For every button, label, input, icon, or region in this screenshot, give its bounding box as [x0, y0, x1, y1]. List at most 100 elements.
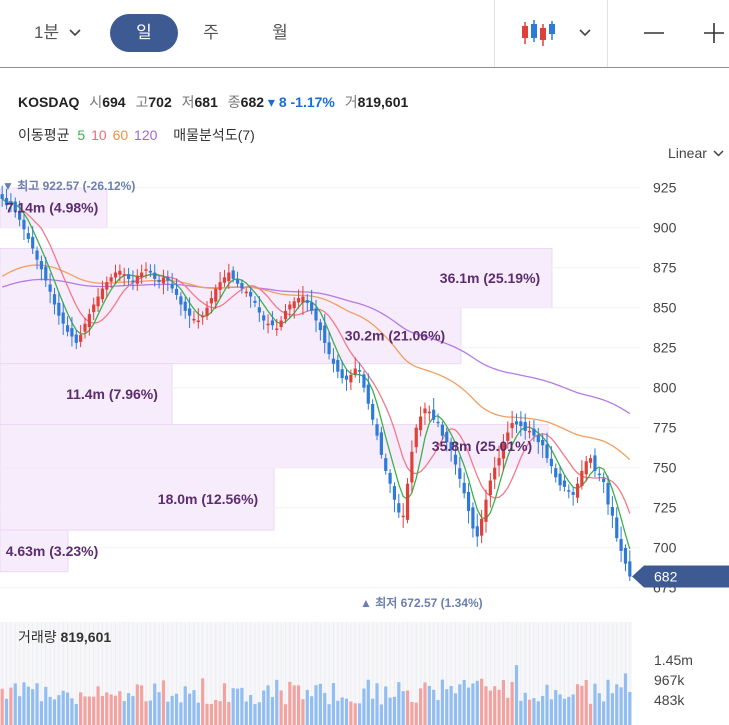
volume-bar: [183, 686, 187, 725]
ma120-line: [2, 278, 631, 415]
candle: [249, 291, 253, 297]
candle: [231, 270, 235, 279]
candle: [35, 250, 39, 260]
volume-bar: [74, 703, 78, 725]
candle: [471, 507, 475, 529]
y-tick-label: 800: [653, 380, 677, 396]
ma10-label: 10: [91, 127, 107, 143]
candle: [283, 310, 288, 320]
volume-bar: [558, 694, 562, 725]
volume-bar: [122, 701, 126, 725]
volume-bar: [606, 679, 610, 725]
volume-bar: [61, 690, 65, 725]
volume-bar: [244, 701, 248, 725]
candle: [257, 307, 261, 313]
volume-bar: [262, 690, 266, 725]
minus-icon: [644, 32, 664, 34]
candle: [214, 288, 218, 302]
ma120-label: 120: [134, 127, 158, 143]
tab-month-label: 월: [272, 23, 288, 42]
chevron-down-icon: [579, 29, 591, 37]
chevron-down-icon: [713, 149, 724, 157]
candle: [201, 315, 205, 318]
candle: [493, 467, 497, 480]
candle: [392, 486, 397, 500]
timeframe-minute-select[interactable]: 1분: [22, 14, 100, 52]
plus-icon: [704, 23, 724, 43]
volume-bar: [296, 685, 301, 725]
volume-bar: [157, 692, 161, 725]
y-tick-label: 925: [653, 180, 677, 196]
candle: [92, 304, 96, 313]
candlestick-icon: [522, 20, 555, 46]
candle: [310, 302, 314, 311]
candle: [593, 455, 597, 471]
volume-profile-bar: [0, 467, 275, 531]
candle: [222, 277, 227, 283]
volume-bar: [314, 685, 318, 725]
chart-type-select[interactable]: [512, 14, 598, 52]
tab-month[interactable]: 월: [245, 14, 315, 52]
volume-bar: [458, 684, 462, 725]
volume-bar: [222, 683, 227, 725]
volume-axis-label: 483k: [654, 692, 685, 708]
volume-bar: [179, 702, 183, 725]
y-tick-label: 700: [653, 540, 677, 556]
candle: [79, 334, 83, 342]
volume-bar: [462, 680, 466, 725]
candle: [575, 483, 580, 498]
indicator-legend[interactable]: 이동평균 5 10 60 120 매물분석도(7): [18, 125, 255, 145]
tab-day[interactable]: 일: [110, 14, 178, 52]
candle: [519, 421, 523, 427]
y-tick-label: 850: [653, 300, 677, 316]
candle: [148, 270, 152, 273]
volume-bar: [188, 693, 192, 725]
volume-bar: [26, 686, 30, 725]
zoom-in-button[interactable]: [696, 14, 729, 52]
open-label: 시: [89, 94, 103, 110]
volume-bar: [44, 686, 48, 725]
candle: [170, 283, 174, 289]
scale-label: Linear: [668, 145, 707, 161]
candle: [188, 308, 192, 316]
volume-bar: [506, 697, 510, 725]
candle: [423, 408, 427, 414]
volume-bar: [310, 696, 314, 725]
volume-bar: [0, 688, 4, 725]
candle: [22, 219, 26, 230]
scale-select[interactable]: Linear: [668, 145, 724, 161]
volume-bar: [414, 702, 418, 725]
zoom-out-button[interactable]: [636, 14, 672, 52]
candle: [545, 444, 549, 459]
high-value: 702: [148, 94, 172, 110]
candle: [100, 288, 105, 300]
candle: [414, 427, 418, 448]
candle: [615, 517, 619, 539]
candle: [52, 294, 57, 305]
candle: [122, 274, 126, 276]
candle: [166, 277, 170, 281]
candle: [70, 328, 74, 337]
last-price-badge: [632, 565, 729, 588]
timeframe-toolbar: 1분 일 주 월: [0, 0, 729, 68]
candle: [227, 272, 231, 282]
candle: [331, 358, 336, 364]
y-tick-label: 775: [653, 420, 677, 436]
candle: [296, 298, 301, 303]
volume-profile-label: 35.8m (25.01%): [432, 438, 532, 454]
volume-title-value: 819,601: [61, 629, 112, 645]
volume-bar: [466, 687, 471, 725]
candle: [244, 291, 248, 294]
change-percent: -1.17%: [290, 94, 335, 110]
volume-bar: [105, 692, 109, 725]
ma5-line: [1, 198, 631, 550]
volume-profile-label: 11.4m (7.96%): [66, 386, 158, 402]
volume-bar: [253, 704, 257, 725]
tab-week[interactable]: 주: [178, 14, 244, 52]
candle: [549, 458, 553, 467]
volume-profile-bar: [0, 424, 549, 469]
volume-bar: [144, 701, 148, 725]
candle: [9, 201, 13, 203]
volume-bar: [288, 681, 292, 725]
candle: [584, 461, 588, 475]
